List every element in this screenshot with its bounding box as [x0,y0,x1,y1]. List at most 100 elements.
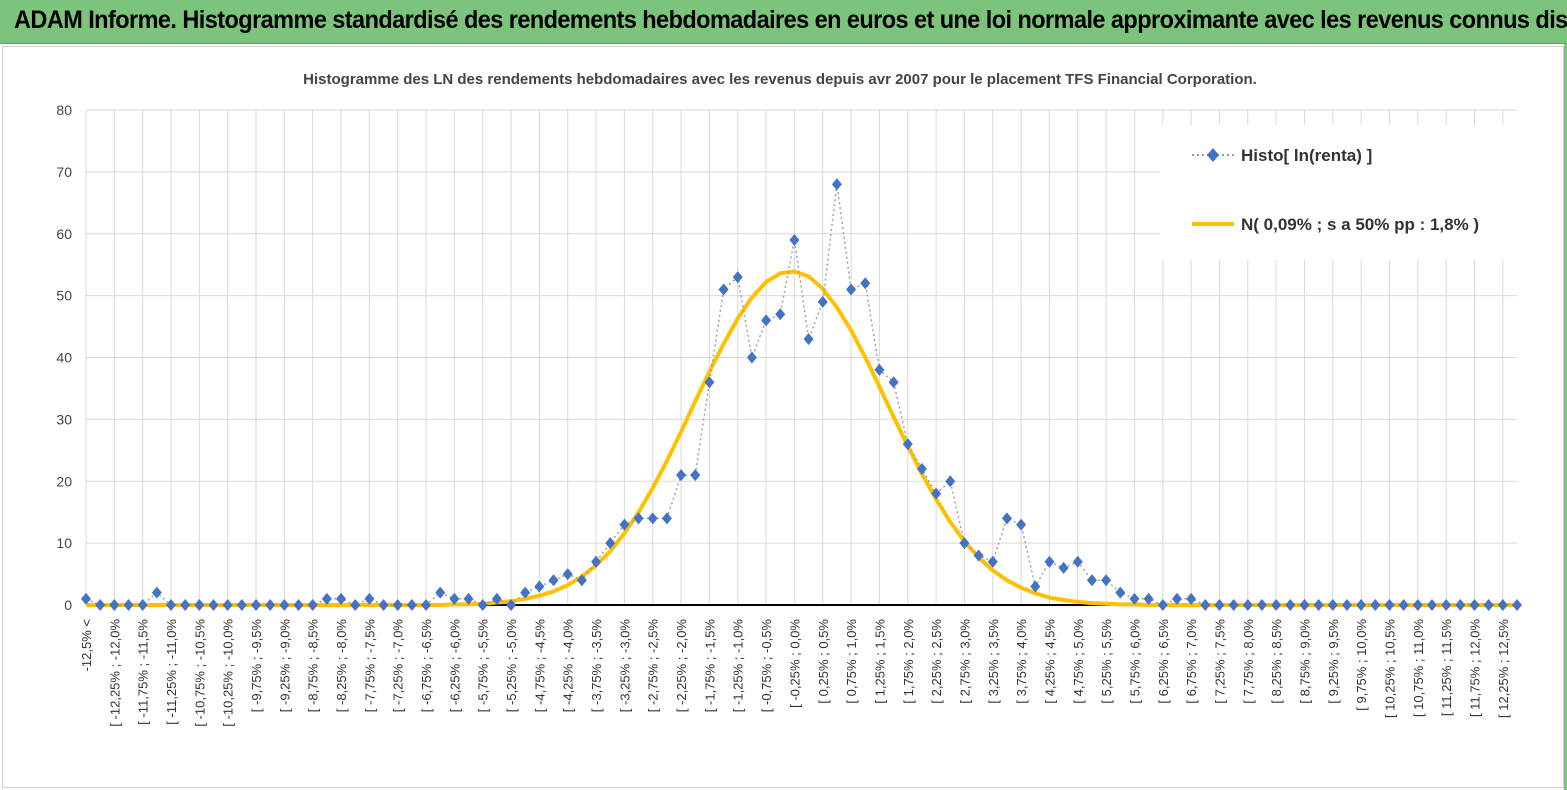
histo-point [506,599,517,611]
right-edge-strip [1564,44,1567,790]
histo-point [1044,555,1055,568]
histo-point [1242,599,1253,611]
x-tick-label: [ 8,75% ; 9,0% [1297,619,1312,704]
histo-point [449,592,460,605]
x-tick-label: [ 6,75% ; 7,0% [1184,619,1199,704]
histo-point [151,586,162,599]
x-tick-label: [ 3,75% ; 4,0% [1014,619,1029,704]
legend-histo-marker [1207,148,1219,162]
histo-point [647,512,658,525]
x-tick-label: [ -3,25% ; -3,0% [617,619,632,713]
histo-point [1441,599,1452,611]
histo-point [364,592,375,605]
histo-point [803,332,814,345]
y-tick-label: 80 [56,102,72,118]
histo-point [676,469,687,482]
histo-point [987,555,998,568]
x-tick-label: [ -3,75% ; -3,5% [589,619,604,713]
histo-point [251,599,262,611]
x-tick-label: [ 9,25% ; 9,5% [1326,619,1341,704]
histo-point [817,295,828,308]
y-tick-label: 70 [56,164,72,180]
histo-point [81,592,91,605]
x-tick-label: [ -0,75% ; -0,5% [759,619,774,713]
histo-point [945,475,956,488]
histo-point [775,308,786,321]
histo-point [1228,599,1239,611]
banner-title: ADAM Informe. Histogramme standardisé de… [14,6,1567,34]
x-tick-label: [ -8,75% ; -8,5% [306,619,321,713]
histo-point [1115,586,1126,599]
histo-point [137,599,148,611]
x-tick-label: [ -0,25% ; 0,0% [787,619,802,708]
x-tick-label: [ 3,25% ; 3,5% [986,619,1001,704]
histo-point [1398,599,1409,611]
x-tick-label: [ -6,25% ; -6,0% [447,619,462,713]
histo-point [1072,555,1083,568]
histo-point [421,599,432,611]
histo-point [194,599,205,611]
histo-point [973,549,984,562]
histo-point [1412,599,1423,611]
histo-point [591,555,602,568]
y-tick-label: 10 [56,535,72,551]
histo-point [746,351,757,364]
histo-point [619,518,630,531]
x-tick-label: [ -9,75% ; -9,5% [249,619,264,713]
x-tick-label: [ -5,25% ; -5,0% [504,619,519,713]
x-tick-label: [ -11,75% ; -11,5% [136,619,151,725]
histo-point [1313,599,1324,611]
legend-histo-label: Histo[ ln(renta) ] [1241,146,1372,165]
x-tick-label: [ -12,25% ; -12,0% [107,619,122,727]
histo-point [1271,599,1282,611]
x-tick-label: [ 9,75% ; 10,0% [1354,619,1369,711]
histo-point [718,283,729,296]
histo-point [1512,599,1522,611]
histo-point [1426,599,1437,611]
legend-normal-label: N( 0,09% ; s a 50% pp : 1,8% ) [1241,215,1479,234]
histo-point [477,599,488,611]
histo-point [1497,599,1508,611]
histo-point [1016,518,1027,531]
histo-point [1285,599,1296,611]
histo-point [959,537,970,550]
x-tick-label: [ -10,25% ; -10,0% [221,619,236,727]
banner: ADAM Informe. Histogramme standardisé de… [0,0,1567,44]
histo-point [1256,599,1267,611]
x-tick-label: [ 1,25% ; 1,5% [872,619,887,704]
x-tick-label: [ -4,25% ; -4,0% [561,619,576,713]
histo-point [378,599,389,611]
x-tick-label: [ 4,25% ; 4,5% [1042,619,1057,704]
y-tick-label: 50 [56,288,72,304]
x-tick-label: [ 2,25% ; 2,5% [929,619,944,704]
y-tick-label: 40 [56,350,72,366]
legend-background [1160,125,1520,260]
histo-point [1086,574,1097,587]
y-gridlines [86,109,1517,544]
y-tick-label: 30 [56,411,72,427]
histo-point [1341,599,1352,611]
x-tick-label: [ -4,75% ; -4,5% [532,619,547,713]
x-tick-label: [ 11,75% ; 12,0% [1467,619,1482,717]
x-tick-label: [ -6,75% ; -6,5% [419,619,434,713]
x-tick-label: [ -7,75% ; -7,5% [362,619,377,713]
histo-point [222,599,233,611]
x-tick-label: [ 2,75% ; 3,0% [957,619,972,704]
histo-point [860,277,871,290]
histo-point [180,599,191,611]
x-tick-label: [ 7,25% ; 7,5% [1212,619,1227,704]
histo-point [576,574,587,587]
x-tick-label: [ -2,75% ; -2,5% [646,619,661,713]
histo-point [1469,599,1480,611]
x-tick-label: [ 5,75% ; 6,0% [1127,619,1142,704]
histo-point [1214,599,1225,611]
histo-point [1171,592,1182,605]
histo-point [435,586,446,599]
x-tick-label: [ 10,75% ; 11,0% [1411,619,1426,717]
legend: Histo[ ln(renta) ] N( 0,09% ; s a 50% pp… [1160,125,1520,260]
y-tick-label: 0 [64,597,72,613]
histo-point [605,537,616,550]
histo-point [633,512,644,525]
x-tick-label: [ -7,25% ; -7,0% [391,619,406,713]
